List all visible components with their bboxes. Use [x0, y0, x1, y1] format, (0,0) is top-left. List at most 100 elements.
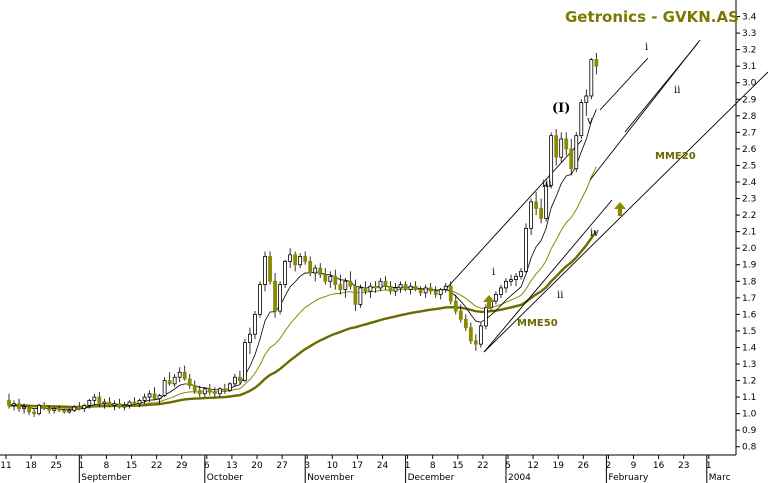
y-tick-label: 2.7 [742, 128, 756, 138]
channel-upper-line [444, 139, 583, 291]
y-axis: 0.8 0.9 1.0 1.1 1.2 1.3 1.4 1.5 1.6 1.7 1.8 1.9 2.0 2… [736, 13, 757, 453]
candle-body [594, 59, 599, 67]
y-tick-label: 2.9 [742, 95, 757, 105]
x-tick-label: 2 [606, 461, 612, 471]
candle-body [82, 404, 87, 410]
mme20-line [8, 166, 597, 409]
x-tick-label: 22 [151, 461, 162, 471]
candle-body [353, 285, 358, 305]
candle-body [569, 148, 574, 170]
month-label: November [307, 473, 354, 483]
y-tick-label: 1.0 [742, 410, 757, 420]
x-tick-label: 22 [477, 461, 488, 471]
x-tick-label: 24 [377, 461, 389, 471]
candle-body [579, 102, 584, 137]
candle-body [67, 409, 72, 413]
candle-body [589, 59, 594, 97]
candle-body [37, 404, 42, 415]
candle-body [433, 290, 438, 295]
candle-body [443, 285, 448, 290]
candle-body [32, 411, 36, 415]
y-tick-label: 1.5 [742, 327, 756, 337]
x-tick-label: 8 [104, 461, 110, 471]
mme20-label: MME20 [655, 151, 696, 162]
candle-body [52, 408, 57, 411]
candle-body [192, 385, 197, 391]
candle-body [524, 227, 528, 272]
candle-body [172, 376, 177, 385]
candle-body [494, 294, 498, 302]
candle-body [313, 267, 318, 274]
candle-body [167, 380, 172, 385]
candle-body [197, 390, 202, 395]
candle-body [137, 399, 142, 405]
x-tick-label: 5 [505, 461, 511, 471]
y-tick-label: 1.4 [742, 343, 757, 353]
candle-body [207, 388, 212, 393]
y-tick-label: 2.3 [742, 195, 756, 205]
candle-body [253, 313, 257, 335]
candle-body [308, 261, 313, 274]
candle-body [343, 280, 348, 290]
candle-body [584, 95, 589, 103]
candle-body [97, 396, 102, 405]
candle-body [328, 275, 333, 282]
x-tick-label: 26 [578, 461, 590, 471]
candlesticks [7, 52, 599, 417]
candle-body [318, 267, 323, 276]
candle-body [238, 376, 242, 381]
candle-body [383, 280, 388, 287]
candle-body [232, 376, 237, 385]
trend-lines [444, 39, 768, 353]
candle-body [187, 378, 192, 386]
buy-arrow-2 [614, 202, 626, 216]
channel-mid-line [483, 199, 613, 353]
candle-body [117, 403, 122, 408]
candle-body [519, 270, 523, 277]
candle-body [12, 403, 16, 406]
candle-body [333, 275, 338, 285]
candle-body [268, 256, 272, 282]
y-tick-label: 3.3 [742, 29, 756, 39]
x-tick-label: 8 [430, 461, 436, 471]
candle-body [217, 388, 222, 395]
y-tick-label: 2.4 [742, 178, 757, 188]
candle-body [403, 284, 408, 290]
wave-label-ii-top: ii [674, 85, 680, 96]
y-tick-label: 1.2 [742, 377, 756, 387]
candle-body [17, 403, 21, 410]
y-tick-label: 2.0 [742, 244, 757, 254]
x-tick-label: 10 [327, 461, 339, 471]
candle-body [162, 380, 167, 396]
y-tick-label: 1.7 [742, 294, 756, 304]
candle-body [107, 401, 112, 406]
x-tick-label: 19 [552, 461, 564, 471]
markers [483, 202, 626, 309]
moving-averages [8, 109, 598, 411]
upper-channel-extra-line [599, 57, 649, 111]
candle-body [142, 396, 147, 401]
wave-label-I: (I) [552, 101, 570, 116]
candle-body [473, 340, 478, 345]
y-tick-label: 1.1 [742, 393, 756, 403]
candle-body [222, 388, 227, 391]
candle-body [388, 285, 393, 292]
axis-frame [0, 0, 737, 456]
y-tick-label: 3.0 [742, 79, 757, 89]
candle-body [127, 401, 132, 406]
candle-body [323, 274, 328, 282]
candle-body [504, 280, 508, 289]
month-label: February [608, 473, 649, 483]
month-label: December [408, 473, 455, 483]
candle-body [559, 138, 564, 158]
y-tick-label: 3.1 [742, 62, 756, 72]
candle-body [549, 135, 554, 186]
wave-label-i-low: i [492, 267, 495, 278]
candle-body [87, 399, 92, 406]
candle-body [534, 201, 538, 209]
candle-body [418, 289, 423, 294]
month-label: Marc [709, 473, 731, 483]
candle-body [468, 327, 473, 342]
channel-lower-line [483, 71, 768, 353]
candle-body [428, 287, 433, 292]
